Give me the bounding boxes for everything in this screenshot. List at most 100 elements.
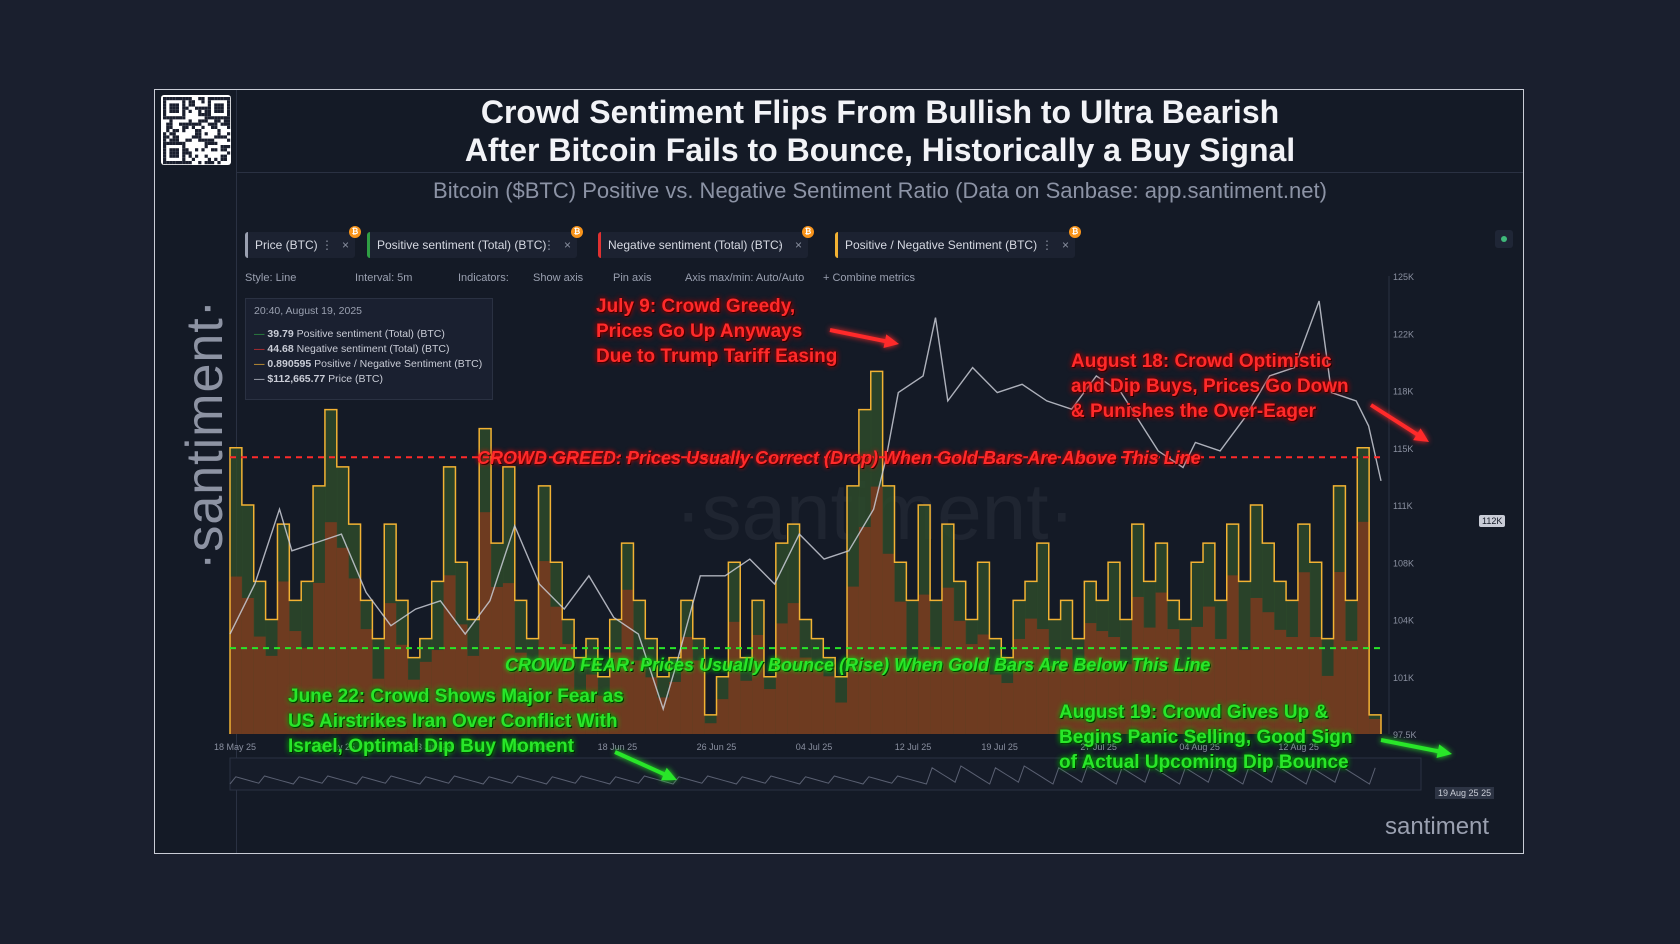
tooltip-value: 39.79	[267, 328, 294, 340]
page-title-line1: Crowd Sentiment Flips From Bullish to Ul…	[480, 94, 1280, 130]
y-tick-label: 108K	[1393, 558, 1414, 568]
bitcoin-icon: ₿	[571, 226, 583, 238]
settings-toggle-icon[interactable]	[1495, 230, 1513, 248]
ratio-bar-negative-fill	[360, 629, 373, 734]
ratio-bar-negative-fill	[1155, 592, 1168, 734]
chart-area[interactable]: 125K 122K 118K 115K 111K 108K 104K 101K 97.5K 18 …	[155, 90, 1524, 854]
tab-menu-icon[interactable]: ⋮	[321, 238, 333, 252]
ratio-bar-negative-fill	[728, 621, 741, 734]
qr-code	[161, 95, 231, 165]
ratio-bar-negative-fill	[989, 674, 1002, 734]
x-tick-label: 26 May 25	[313, 742, 355, 752]
overview-navigator	[229, 757, 1422, 791]
ratio-bar-negative-fill	[692, 660, 706, 734]
header-divider	[236, 172, 1523, 173]
ratio-bar-negative-fill	[752, 634, 765, 734]
style-select[interactable]: Style: Line	[245, 272, 297, 284]
ratio-bar-negative-fill	[763, 689, 777, 734]
tab-price[interactable]: Price (BTC) ⋮ × ₿	[245, 226, 361, 258]
ratio-bar-negative-fill	[1214, 638, 1228, 734]
ratio-bar-negative-fill	[1309, 637, 1323, 734]
tab-close-icon[interactable]: ×	[563, 238, 571, 252]
interval-select[interactable]: Interval: 5m	[355, 272, 413, 284]
ratio-bar-negative-fill	[467, 655, 480, 734]
ratio-bar-negative-fill	[1262, 612, 1275, 734]
tooltip-value: $112,665.77	[267, 373, 326, 385]
ratio-bar-negative-fill	[1179, 667, 1192, 734]
ratio-bar-negative-fill	[882, 553, 895, 734]
tooltip-row-positive: — 39.79 Positive sentiment (Total) (BTC)	[254, 328, 445, 340]
tab-menu-icon[interactable]: ⋮	[774, 238, 786, 252]
ratio-bar-negative-fill	[1369, 719, 1382, 734]
tooltip-label: Price (BTC)	[328, 373, 383, 385]
ratio-bar-negative-fill	[1060, 648, 1073, 734]
axis-maxmin-select[interactable]: Axis max/min: Auto/Auto	[685, 272, 805, 284]
ratio-bar-negative-fill	[775, 623, 789, 734]
overview-sparkline	[229, 765, 1376, 785]
current-date-badge: 19 Aug 25 25	[1435, 787, 1495, 799]
ratio-bar-negative-fill	[1084, 623, 1097, 734]
x-tick-label: 12 Aug 25	[1278, 742, 1319, 752]
fear-line-label: CROWD FEAR: Prices Usually Bounce (Rise)…	[505, 655, 1211, 675]
combine-metrics-button[interactable]: + Combine metrics	[823, 272, 916, 284]
y-tick-label: 115K	[1393, 444, 1413, 454]
ratio-bar-negative-fill	[574, 689, 587, 734]
annotation-line: & Punishes the Over-Eager	[1071, 401, 1316, 422]
tab-close-icon[interactable]: ×	[1061, 238, 1069, 252]
annotation-june22: June 22: Crowd Shows Major Fear as US Ai…	[288, 684, 624, 759]
indicators-select[interactable]: Indicators:	[458, 272, 509, 284]
annotation-line: Israel, Optimal Dip Buy Moment	[288, 736, 575, 757]
ratio-bar-negative-fill	[1013, 638, 1026, 734]
ratio-bar-negative-fill	[277, 581, 290, 734]
ratio-bar-negative-fill	[870, 486, 884, 734]
ratio-bar-negative-fill	[1333, 572, 1346, 734]
annotation-line: August 19: Crowd Gives Up &	[1059, 702, 1329, 723]
tab-menu-icon[interactable]: ⋮	[543, 238, 555, 252]
tooltip-label: Negative sentiment (Total) (BTC)	[296, 343, 450, 355]
tab-negative-sentiment[interactable]: Negative sentiment (Total) (BTC) ⋮ × ₿	[598, 226, 814, 258]
ratio-bar-negative-fill	[811, 666, 824, 734]
ratio-bar-negative-fill	[716, 699, 729, 734]
ratio-bar-negative-fill	[609, 652, 623, 734]
tooltip-time: 20:40, August 19, 2025	[254, 305, 363, 317]
show-axis-toggle[interactable]: Show axis	[533, 272, 584, 284]
ratio-bar-negative-fill	[585, 674, 599, 734]
ratio-bar-negative-fill	[313, 582, 326, 734]
ratio-bar-negative-fill	[977, 634, 990, 734]
ratio-bar-negative-fill	[657, 697, 670, 734]
ratio-bar-negative-fill	[253, 636, 267, 734]
tab-close-icon[interactable]: ×	[341, 238, 349, 252]
ratio-bar-negative-fill	[265, 655, 278, 734]
bitcoin-icon: ₿	[802, 226, 814, 238]
pin-axis-toggle[interactable]: Pin axis	[613, 272, 652, 284]
ratio-bar-negative-fill	[562, 644, 575, 734]
date-badge-tail: 25	[1481, 788, 1492, 798]
annotation-line: June 22: Crowd Shows Major Fear as	[288, 686, 624, 707]
ratio-bar-negative-fill	[823, 676, 836, 734]
tab-close-icon[interactable]: ×	[794, 238, 802, 252]
annotation-aug18: August 18: Crowd Optimistic and Dip Buys…	[1071, 349, 1349, 424]
ratio-bar-negative-fill	[230, 576, 243, 734]
ratio-bar-negative-fill	[1250, 597, 1263, 734]
ratio-bar-negative-fill	[645, 677, 658, 734]
tab-pos-neg-ratio[interactable]: Positive / Negative Sentiment (BTC) ⋮ × …	[835, 226, 1081, 258]
ratio-bar-negative-fill	[324, 522, 338, 734]
ratio-bar-negative-fill	[514, 652, 528, 734]
x-tick-label: 12 Jul 25	[895, 742, 932, 752]
tab-label: Positive sentiment (Total) (BTC)	[377, 238, 547, 252]
bitcoin-icon: ₿	[1069, 226, 1081, 238]
ratio-bar-negative-fill	[918, 594, 931, 734]
tab-label: Negative sentiment (Total) (BTC)	[608, 238, 783, 252]
annotation-line: July 9: Crowd Greedy,	[596, 296, 796, 317]
ratio-bar-negative-fill	[941, 587, 955, 734]
y-tick-label: 122K	[1393, 329, 1414, 339]
ratio-bar-negative-fill	[787, 603, 801, 734]
ratio-bar-negative-fill	[1345, 640, 1358, 734]
tab-positive-sentiment[interactable]: Positive sentiment (Total) (BTC) ⋮ × ₿	[367, 226, 583, 258]
ratio-bar-negative-fill	[384, 603, 397, 734]
ratio-bar-negative-fill	[953, 620, 967, 734]
ratio-bar-negative-fill	[1131, 596, 1145, 734]
ratio-bar-negative-fill	[550, 606, 563, 734]
ratio-bar-negative-fill	[1297, 572, 1311, 734]
tab-menu-icon[interactable]: ⋮	[1041, 238, 1053, 252]
